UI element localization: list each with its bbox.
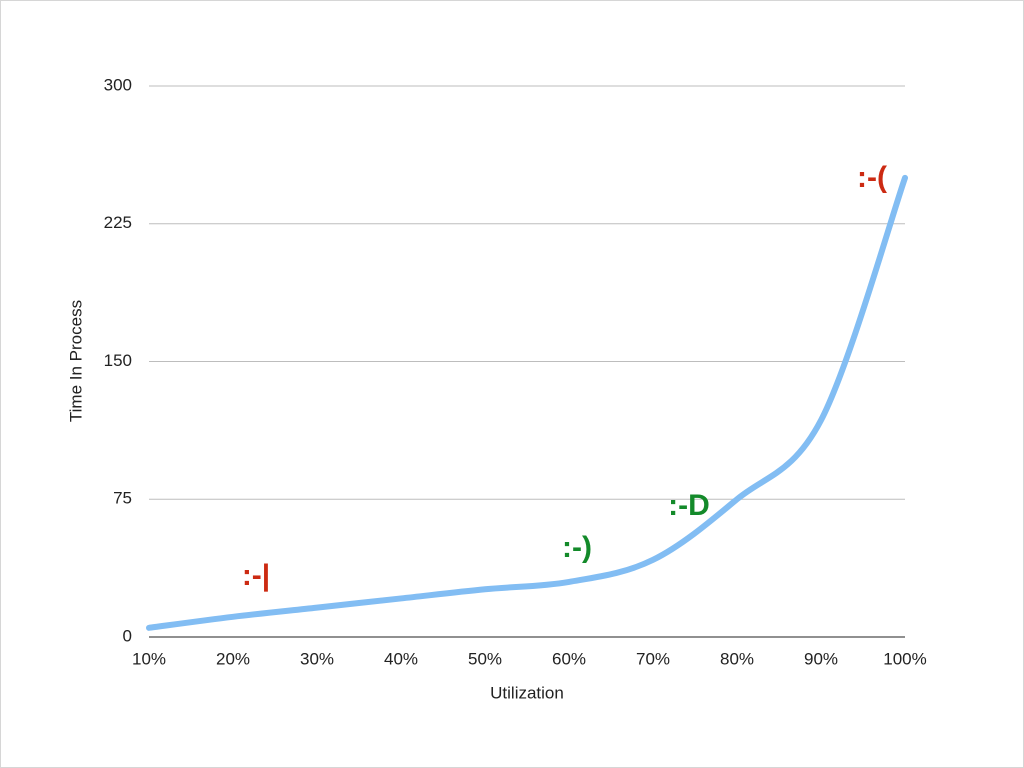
x-tick-label: 20%: [216, 649, 250, 668]
x-tick-label: 40%: [384, 649, 418, 668]
y-tick-label: 300: [104, 75, 132, 94]
annotation: :-|: [242, 559, 270, 592]
annotation: :-): [562, 531, 592, 564]
y-tick-label: 0: [123, 626, 132, 645]
x-tick-label: 50%: [468, 649, 502, 668]
x-tick-label: 100%: [883, 649, 926, 668]
annotation: :-D: [668, 489, 710, 522]
x-axis-title: Utilization: [490, 683, 564, 702]
x-tick-label: 10%: [132, 649, 166, 668]
y-axis-title: Time In Process: [66, 300, 85, 422]
y-tick-label: 150: [104, 351, 132, 370]
y-tick-label: 225: [104, 213, 132, 232]
x-tick-label: 60%: [552, 649, 586, 668]
x-tick-label: 90%: [804, 649, 838, 668]
x-tick-label: 70%: [636, 649, 670, 668]
data-line: [146, 174, 908, 631]
x-tick-label: 30%: [300, 649, 334, 668]
x-tick-label: 80%: [720, 649, 754, 668]
annotation: :-(: [857, 161, 887, 194]
y-tick-label: 75: [113, 489, 132, 508]
